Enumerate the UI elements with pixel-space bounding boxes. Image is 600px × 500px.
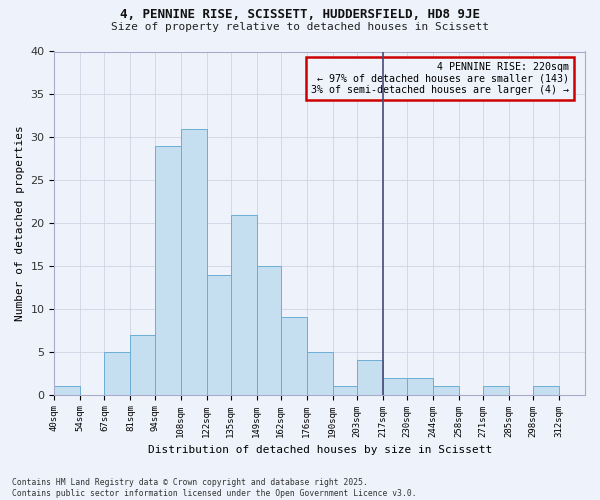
Bar <box>533 386 559 394</box>
Bar <box>383 378 407 394</box>
Bar <box>433 386 459 394</box>
Bar <box>130 334 155 394</box>
Text: 4 PENNINE RISE: 220sqm
← 97% of detached houses are smaller (143)
3% of semi-det: 4 PENNINE RISE: 220sqm ← 97% of detached… <box>311 62 569 95</box>
Y-axis label: Number of detached properties: Number of detached properties <box>15 125 25 321</box>
Text: 4, PENNINE RISE, SCISSETT, HUDDERSFIELD, HD8 9JE: 4, PENNINE RISE, SCISSETT, HUDDERSFIELD,… <box>120 8 480 20</box>
Bar <box>407 378 433 394</box>
Bar <box>281 318 307 394</box>
Text: Size of property relative to detached houses in Scissett: Size of property relative to detached ho… <box>111 22 489 32</box>
Bar <box>332 386 357 394</box>
Bar <box>357 360 383 394</box>
Bar <box>155 146 181 394</box>
Bar <box>483 386 509 394</box>
X-axis label: Distribution of detached houses by size in Scissett: Distribution of detached houses by size … <box>148 445 492 455</box>
Bar <box>230 214 257 394</box>
Bar <box>206 274 230 394</box>
Text: Contains HM Land Registry data © Crown copyright and database right 2025.
Contai: Contains HM Land Registry data © Crown c… <box>12 478 416 498</box>
Bar <box>181 128 206 394</box>
Bar <box>257 266 281 394</box>
Bar <box>307 352 332 395</box>
Bar <box>104 352 130 395</box>
Bar <box>55 386 80 394</box>
